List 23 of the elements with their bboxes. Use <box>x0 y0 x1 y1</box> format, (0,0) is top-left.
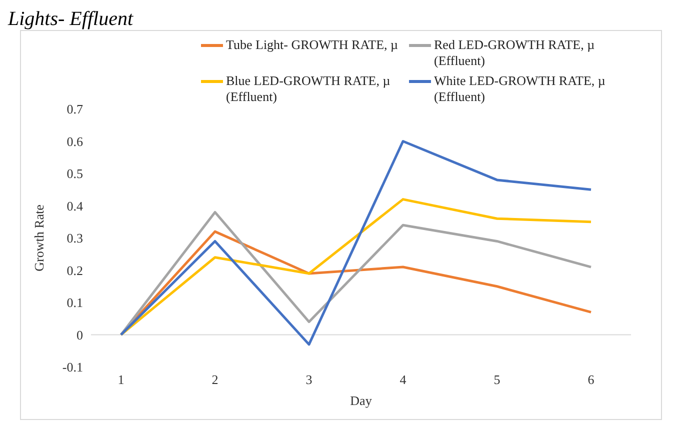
y-tick-label: 0.3 <box>66 230 83 246</box>
x-tick-label: 1 <box>118 372 124 388</box>
chart-title: Lights- Effluent <box>8 8 134 30</box>
x-tick-label: 6 <box>588 372 595 388</box>
line-series <box>120 140 592 346</box>
x-tick-label: 4 <box>400 372 407 388</box>
legend-label: Red LED-GROWTH RATE, µ (Effluent) <box>434 37 596 69</box>
y-tick-label: 0.1 <box>66 295 83 310</box>
y-tick-label: 0.4 <box>66 198 84 214</box>
y-tick-label: 0.7 <box>66 102 84 117</box>
y-axis-title: Growth Rate <box>32 204 47 272</box>
x-axis-title: Day <box>350 393 372 408</box>
y-tick-label: 0.5 <box>66 166 83 182</box>
x-tick-label: 2 <box>212 372 218 388</box>
x-tick-label: 3 <box>306 372 312 388</box>
y-tick-label: 0.6 <box>66 134 84 149</box>
y-tick-label: 0 <box>76 327 83 342</box>
legend-label: White LED-GROWTH RATE, µ (Effluent) <box>434 73 606 105</box>
legend-label: Tube Light- GROWTH RATE, µ <box>226 37 398 53</box>
y-tick-label: -0.1 <box>62 360 83 375</box>
x-tick-label: 5 <box>494 372 500 388</box>
y-tick-label: 0.2 <box>66 262 83 278</box>
legend-label: Blue LED-GROWTH RATE, µ (Effluent) <box>226 73 392 105</box>
